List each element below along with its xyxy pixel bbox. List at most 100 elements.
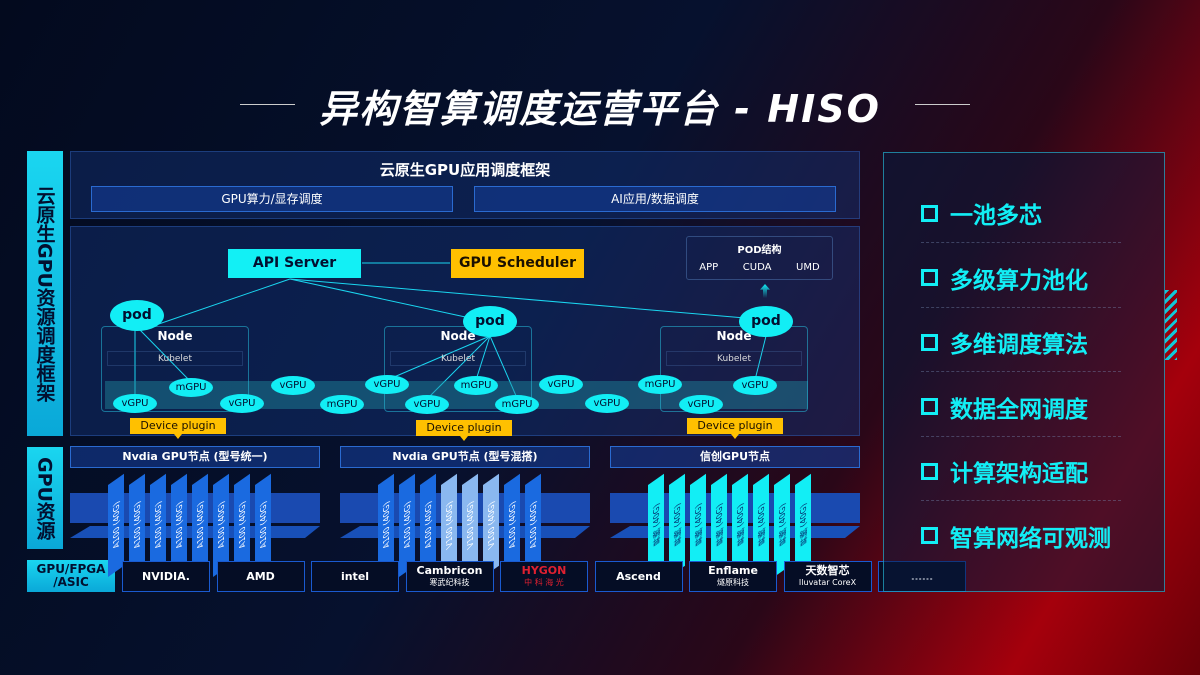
gpu-card-label: A100 (40G) (111, 499, 121, 552)
vendor-name: Cambricon (416, 563, 483, 577)
gpu-ellipse: vGPU (220, 394, 264, 413)
vendor-sub: 中 科 海 光 (524, 577, 564, 587)
vendor-logo-7: 天数智芯 Iluvatar CoreX (783, 561, 872, 592)
feature-item: 计算架构适配 (921, 454, 1088, 488)
gpu-ellipse: vGPU (733, 376, 777, 395)
gpu-ellipse: mGPU (638, 375, 682, 394)
gpu-card-label: 昇腾 (40G) (651, 501, 661, 550)
features-panel (883, 152, 1165, 592)
feature-separator (921, 500, 1121, 501)
gpu-card-label: 昇腾 (40G) (714, 501, 724, 550)
gpu-ellipse: vGPU (365, 375, 409, 394)
pod-structure: POD结构 APP CUDA UMD (686, 236, 833, 280)
vendor-sub: 燧原科技 (717, 577, 749, 587)
pod-structure-title: POD结构 (737, 245, 782, 256)
vendor-logo-2: intel (311, 561, 399, 592)
checkbox-square-icon (921, 398, 938, 415)
api-server-box: API Server (228, 249, 361, 278)
feature-item: 多维调度算法 (921, 325, 1088, 359)
gpu-card-label: 昇腾 (40G) (693, 501, 703, 550)
checkbox-square-icon (921, 333, 938, 351)
vendor-name: HYGON (521, 563, 567, 577)
gpu-card-label: 昇腾 (40G) (735, 501, 745, 550)
vendor-logo-1: AMD (216, 561, 305, 592)
feature-item: 智算网络可观测 (921, 519, 1111, 553)
gpu-card-label: A100 (40G) (174, 499, 184, 552)
kubelet-label: Kubelet (666, 351, 802, 366)
gpu-card-label: 昇腾 (40G) (756, 501, 766, 550)
gpu-group-title: Nvdia GPU节点 (型号混搭) (340, 446, 590, 468)
vendor-logo-6: Enflame 燧原科技 (689, 561, 777, 592)
pod-app: APP (699, 262, 719, 273)
gpu-card-label: V100 (40G) (444, 499, 454, 552)
feature-label: 多维调度算法 (950, 332, 1088, 358)
gpu-card-label: A100 (40G) (153, 499, 163, 552)
page-title: 异构智算调度运营平台 - HISO (319, 87, 881, 131)
ai-data-box: AI应用/数据调度 (474, 186, 836, 212)
gpu-ellipse: mGPU (454, 376, 498, 395)
vendor-name: AMD (246, 569, 275, 583)
device-plugin-box: Device plugin (687, 418, 783, 434)
gpu-compute-box: GPU算力/显存调度 (91, 186, 453, 212)
gpu-card-label: 昇腾 (40G) (672, 501, 682, 550)
gpu-card-label: V100 (40G) (465, 499, 475, 552)
gpu-card-label: A100 (40G) (258, 499, 268, 552)
gpu-group-title: 信创GPU节点 (610, 446, 860, 468)
gpu-card-label: 昇腾 (40G) (798, 501, 808, 550)
checkbox-square-icon (921, 204, 938, 222)
down-arrow-icon (174, 434, 182, 439)
gpu-card-label: 昇腾 (40G) (777, 501, 787, 550)
feature-label: 计算架构适配 (950, 461, 1088, 487)
framework-label: 云原生GPU资源调度框架 (27, 151, 63, 436)
node-box (384, 326, 532, 412)
gpu-card-label: A100 (40G) (528, 499, 538, 552)
pod-cuda: CUDA (742, 262, 772, 273)
feature-separator (921, 435, 1121, 437)
feature-label: 数据全网调度 (950, 396, 1088, 423)
gpu-card-label: A100 (40G) (216, 499, 226, 552)
vendor-name: NVIDIA. (142, 569, 190, 583)
gpu-card-label: A100 (40G) (381, 499, 391, 552)
checkbox-square-icon (921, 269, 938, 286)
vendor-sub: Iluvatar CoreX (798, 577, 857, 587)
vendor-name: Enflame (708, 563, 758, 577)
checkbox-square-icon (921, 462, 938, 480)
title-decor-left (240, 104, 295, 105)
gpu-card-label: A100 (40G) (132, 499, 142, 552)
feature-item: 一池多芯 (921, 196, 1042, 230)
node-label: Node (157, 329, 193, 343)
node-box (101, 326, 249, 412)
gpu-ellipse: mGPU (320, 395, 364, 414)
vendor-name: Ascend (616, 569, 661, 583)
vendor-logo-3: Cambricon 寒武纪科技 (405, 561, 494, 592)
vendor-logo-4: HYGON 中 科 海 光 (500, 561, 588, 592)
checkbox-square-icon (921, 527, 938, 544)
up-arrow-icon (760, 284, 770, 298)
feature-separator (921, 371, 1121, 372)
device-plugin-box: Device plugin (130, 418, 226, 434)
pod-ellipse: pod (463, 306, 517, 337)
feature-item: 多级算力池化 (921, 261, 1088, 295)
vendor-logo-0: NVIDIA. (122, 561, 210, 592)
gpu-ellipse: vGPU (679, 395, 723, 414)
feature-label: 一池多芯 (950, 203, 1042, 229)
gpu-card-label: A100 (40G) (507, 499, 517, 552)
feature-separator (921, 242, 1121, 243)
gpu-ellipse: mGPU (169, 378, 213, 397)
gpu-card-label: A100 (40G) (402, 499, 412, 552)
gpu-resource-label: GPU资源 (27, 447, 63, 549)
feature-label: 多级算力池化 (950, 267, 1088, 294)
pod-umd: UMD (796, 262, 820, 273)
gpu-scheduler-box: GPU Scheduler (451, 249, 584, 278)
kubelet-label: Kubelet (107, 351, 243, 366)
feature-separator (921, 306, 1121, 308)
vendor-sub: 寒武纪科技 (429, 577, 470, 587)
top-title: 云原生GPU应用调度框架 (379, 161, 551, 179)
pod-ellipse: pod (739, 306, 793, 337)
gpu-group-title: Nvdia GPU节点 (型号统一) (70, 446, 320, 468)
gpu-ellipse: vGPU (405, 395, 449, 414)
vendor-logo-5: Ascend (594, 561, 683, 592)
decor-stripes (1165, 290, 1177, 360)
down-arrow-icon (731, 434, 739, 439)
